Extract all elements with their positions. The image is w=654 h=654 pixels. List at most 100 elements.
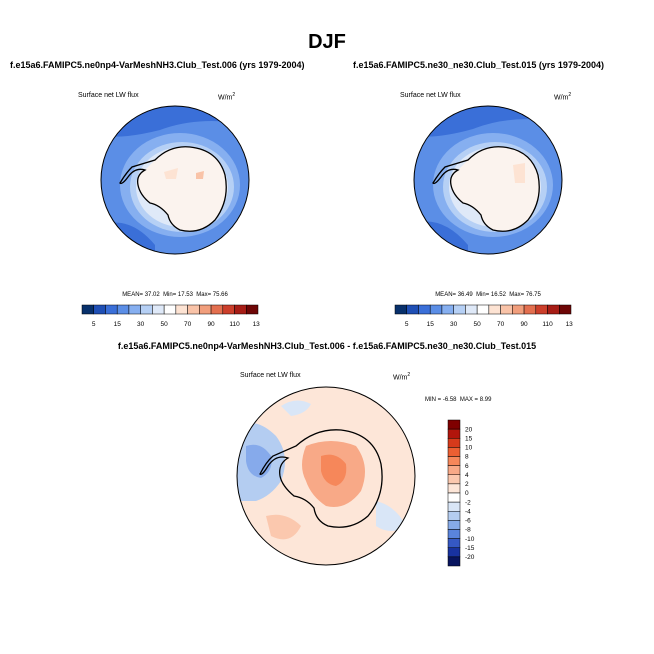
panel-1-colorbar-box-10 (199, 304, 212, 315)
diff-colorbar-box-12 (447, 529, 461, 539)
panel-2-colorbar-tick-label: 130 (566, 321, 573, 328)
diff-colorbar-box-7 (447, 483, 461, 494)
diff-colorbar-tick-label: 8 (465, 454, 469, 461)
panel-1-colorbar-tick-label: 5 (92, 321, 96, 328)
panel-2-colorbar-box-13 (547, 304, 560, 315)
diff-colorbar-tick-label: -6 (465, 518, 471, 525)
panel-1-colorbar-box-12 (222, 304, 235, 315)
panel-2-colorbar-box-0 (394, 304, 407, 315)
panel-2-colorbar-tick-label: 30 (450, 321, 458, 328)
diff-colorbar-tick-label: -20 (465, 554, 475, 561)
panel-2-stats: MEAN= 36.49 Min= 16.52 Max= 76.75 (435, 292, 541, 298)
panel-1-colorbar-tick-label: 15 (114, 321, 122, 328)
panel-2-colorbar-box-5 (453, 304, 466, 315)
panel-2-map (413, 105, 563, 255)
panel-1-colorbar-box-11 (210, 304, 224, 315)
panel-1-continent-warm-patch (164, 168, 178, 179)
panel-1-colorbar-box-0 (81, 304, 94, 315)
diff-negative-region-north (281, 400, 311, 416)
panel-2-colorbar-box-4 (441, 304, 454, 315)
diff-colorbar-tick-label: 4 (465, 472, 469, 479)
diff-colorbar-box-13 (447, 538, 461, 548)
diff-positive-core (321, 454, 347, 486)
diff-negative-region-east (376, 501, 406, 531)
panel-1-title: f.e15a6.FAMIPC5.ne0np4-VarMeshNH3.Club_T… (10, 60, 305, 70)
diff-colorbar-box-11 (447, 520, 461, 530)
panel-2-units: W/m2 (554, 92, 572, 102)
panel-1-colorbar-box-4 (128, 304, 141, 315)
panel-2-colorbar-tick-label: 90 (520, 321, 528, 328)
panel-2-colorbar-box-6 (465, 304, 478, 315)
panel-1-units: W/m2 (218, 92, 236, 102)
panel-1-colorbar-box-14 (246, 304, 259, 315)
diff-colorbar-tick-label: -10 (465, 536, 475, 543)
panel-2-colorbar-tick-label: 5 (405, 321, 409, 328)
diff-colorbar-tick-label: 6 (465, 463, 469, 470)
panel-2-coastline (432, 146, 540, 232)
diff-colorbar-box-4 (447, 456, 461, 466)
diff-coastline (259, 429, 383, 528)
panel-1-colorbar-box-5 (140, 304, 153, 315)
diff-positive-region-south (266, 514, 301, 540)
panel-1-colorbar-tick-label: 50 (161, 321, 169, 328)
panel-2-colorbar-box-11 (523, 304, 537, 315)
diff-colorbar-tick-label: -2 (465, 499, 471, 506)
diff-colorbar-box-1 (447, 428, 461, 439)
diff-colorbar-box-5 (447, 465, 461, 475)
panel-2-colorbar-box-7 (476, 304, 490, 315)
panel-2-colorbar-tick-label: 50 (474, 321, 482, 328)
panel-1-colorbar-tick-label: 70 (184, 321, 192, 328)
panel-2-colorbar-box-2 (418, 304, 431, 315)
diff-colorbar-tick-label: 2 (465, 481, 469, 488)
panel-1-colorbar-box-8 (175, 304, 188, 315)
diff-colorbar-box-15 (447, 556, 461, 567)
diff-colorbar-box-10 (447, 511, 461, 521)
diff-colorbar-tick-label: -4 (465, 508, 471, 515)
panel-1-colorbar: 5 15 30 50 70 90 110 130 (81, 304, 260, 328)
panel-1-colorbar-tick-label: 30 (137, 321, 145, 328)
diff-colorbar-box-8 (447, 492, 461, 503)
diff-colorbar-box-9 (447, 501, 461, 512)
diff-colorbar-tick-label: 10 (465, 445, 473, 452)
panel-2-colorbar-tick-label: 15 (427, 321, 435, 328)
panel-2-colorbar-box-12 (535, 304, 548, 315)
panel-1-colorbar-box-2 (105, 304, 118, 315)
panel-1-continent-warm-spot (196, 171, 204, 179)
panel-1-colorbar-box-6 (152, 304, 165, 315)
panel-2-colorbar-tick-label: 70 (497, 321, 505, 328)
panel-2-colorbar-box-1 (406, 304, 419, 315)
diff-title: f.e15a6.FAMIPC5.ne0np4-VarMeshNH3.Club_T… (117, 341, 537, 351)
diff-colorbar-tick-label: 20 (465, 426, 473, 433)
panel-1-continent-interior (137, 146, 227, 232)
panel-2-colorbar-tick-label: 110 (542, 321, 553, 328)
panel-2-colorbar-box-3 (429, 304, 443, 315)
diff-units: W/m2 (393, 372, 411, 382)
diff-colorbar-box-3 (447, 447, 461, 457)
panel-1-colorbar-box-7 (163, 304, 177, 315)
diff-colorbar-tick-label: 0 (465, 490, 469, 497)
panel-2-colorbar: 5 15 30 50 70 90 110 130 (394, 304, 573, 328)
panel-2-map-border (413, 105, 563, 255)
diff-colorbar-box-14 (447, 547, 461, 558)
diff-colorbar-tick-label: -8 (465, 527, 471, 534)
diff-map-border (236, 386, 416, 566)
panel-1-coastline (119, 146, 227, 232)
panel-1-colorbar-box-1 (93, 304, 106, 315)
panel-1-variable: Surface net LW flux (78, 92, 139, 99)
panel-1-stats: MEAN= 37.02 Min= 17.53 Max= 75.66 (122, 292, 228, 298)
diff-colorbar-box-2 (447, 438, 461, 448)
panel-2-variable: Surface net LW flux (400, 92, 461, 99)
panel-2-colorbar-box-8 (488, 304, 501, 315)
panel-1-colorbar-box-3 (116, 304, 130, 315)
panel-1-colorbar-tick-label: 90 (207, 321, 215, 328)
panel-2-title: f.e15a6.FAMIPC5.ne30_ne30.Club_Test.015 … (353, 60, 604, 70)
diff-variable: Surface net LW flux (240, 372, 301, 379)
diff-colorbar-tick-label: -15 (465, 545, 475, 552)
panel-2-continent-warm-patch (513, 163, 525, 183)
figure-title: DJF (308, 31, 346, 53)
diff-map (236, 386, 416, 566)
panel-1-colorbar-tick-label: 130 (253, 321, 260, 328)
panel-1-colorbar-box-9 (187, 304, 200, 315)
panel-1-map-border (100, 105, 250, 255)
